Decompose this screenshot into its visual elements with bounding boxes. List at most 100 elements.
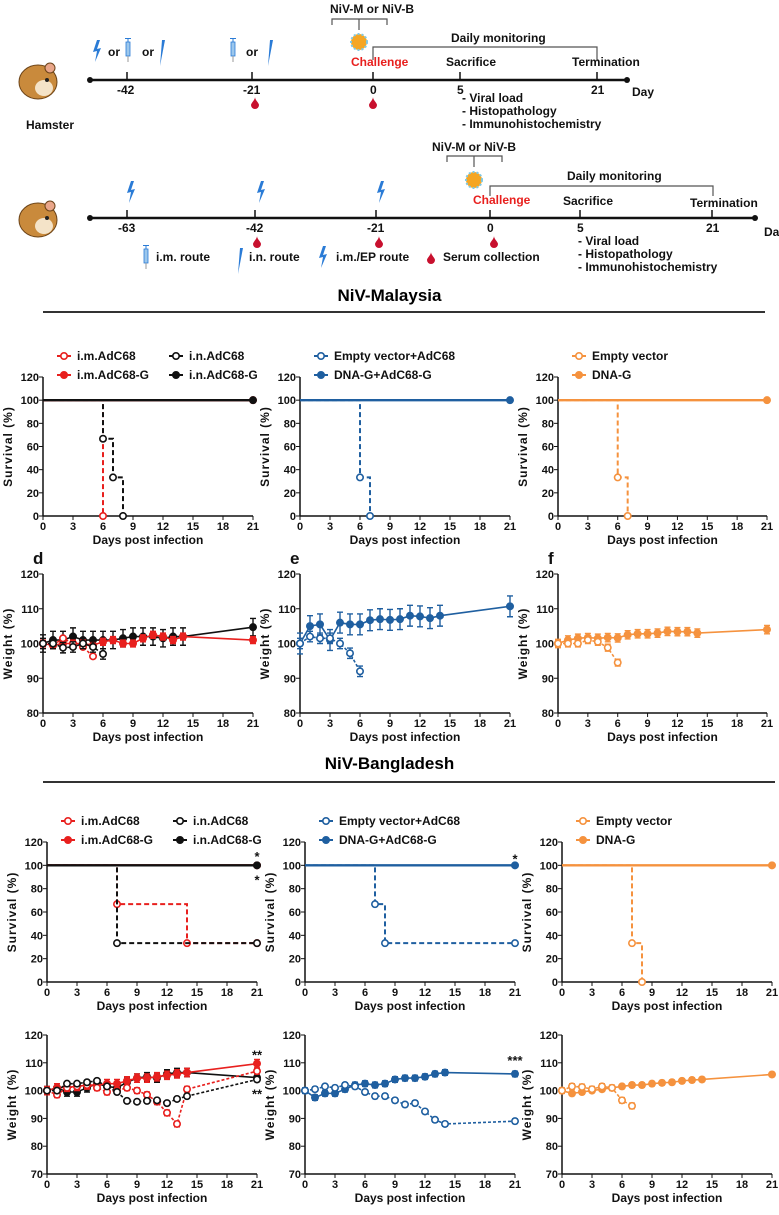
series-3 [42, 1075, 262, 1108]
y-tick-label: 0 [33, 511, 39, 523]
weight-point [440, 1119, 449, 1128]
or-label: or [108, 45, 120, 59]
survival-line [47, 864, 257, 945]
x-tick-label: 9 [649, 1179, 655, 1191]
y-tick-label: 120 [278, 372, 296, 384]
series-DNA-G+AdC68-G [300, 396, 514, 405]
survival-point [99, 434, 108, 443]
x-tick-label: 0 [297, 521, 303, 533]
y-tick-label: 120 [540, 1030, 558, 1042]
x-tick-label: 3 [74, 987, 80, 999]
survival-line [47, 864, 257, 945]
y-axis-label: Survival (%) [5, 872, 19, 953]
day-label: Day [764, 225, 779, 239]
weight-point [623, 630, 632, 639]
x-tick-label: 9 [387, 521, 393, 533]
y-tick-label: 60 [546, 907, 558, 919]
legend-im-route: i.m. route [156, 250, 211, 264]
y-tick-label: 110 [21, 604, 39, 616]
weight-point [73, 1079, 82, 1088]
x-tick-label: 21 [766, 987, 778, 999]
weight-point [617, 1096, 626, 1105]
series-Empty vector+AdC68 [300, 399, 374, 520]
legend-label: Empty vector [596, 814, 672, 828]
weight-line [46, 1071, 258, 1093]
survival-point [119, 511, 128, 520]
tick-label: 21 [706, 221, 720, 235]
legend-marker [321, 816, 330, 825]
weight-point [647, 1079, 656, 1088]
x-tick-label: 0 [559, 1179, 565, 1191]
y-tick-label: 90 [542, 673, 554, 685]
y-tick-label: 20 [546, 954, 558, 966]
weight-point [395, 615, 404, 624]
survival-point [627, 939, 636, 948]
hamster-icon [18, 62, 58, 100]
x-tick-label: 15 [701, 521, 713, 533]
chart-2: 0 20 40 60 80 100 120 0 3 6 9 12 15 18 21 Days post inf… [516, 349, 773, 547]
weight-point [163, 1071, 172, 1080]
y-tick-label: 60 [31, 907, 43, 919]
significance-mark: * [254, 872, 260, 887]
weight-line [42, 633, 254, 647]
x-tick-label: 15 [191, 987, 203, 999]
weight-point [69, 642, 78, 651]
legend-label: i.m.AdC68-G [77, 368, 149, 382]
weight-point [163, 1108, 172, 1117]
x-tick-label: 6 [615, 521, 621, 533]
y-tick-label: 60 [27, 442, 39, 454]
weight-point [123, 1096, 132, 1105]
survival-point [380, 939, 389, 948]
weight-point [99, 637, 108, 646]
chart-4: 80 90 100 110 120 0 3 6 9 12 15 18 21 Days post infec… [258, 549, 516, 744]
y-tick-label: 120 [25, 837, 43, 849]
weight-point [627, 1081, 636, 1090]
weight-point [173, 1094, 182, 1103]
weight-point [573, 639, 582, 648]
x-tick-label: 3 [585, 718, 591, 730]
monitoring-label: Daily monitoring [451, 31, 546, 45]
weight-point [667, 1078, 676, 1087]
x-axis-label: Days post infection [350, 730, 461, 744]
weight-point [553, 639, 562, 648]
survival-point [637, 977, 646, 986]
x-tick-label: 21 [766, 1179, 778, 1191]
weight-point [563, 639, 572, 648]
weight-point [653, 629, 662, 638]
series-i.m.AdC68 [47, 864, 262, 948]
survival-point [510, 939, 519, 948]
weight-point [400, 1074, 409, 1083]
x-tick-label: 6 [619, 987, 625, 999]
series-DNA-G [562, 861, 776, 870]
weight-line [304, 1071, 516, 1099]
x-tick-label: 9 [130, 521, 136, 533]
x-tick-label: 9 [134, 1179, 140, 1191]
x-tick-label: 12 [157, 718, 169, 730]
x-tick-label: 0 [44, 1179, 50, 1191]
series-3 [38, 637, 108, 660]
weight-point [169, 636, 178, 645]
y-axis-label: Weight (%) [516, 608, 530, 680]
virus-icon [350, 33, 483, 189]
y-tick-label: 80 [27, 708, 39, 720]
survival-point [767, 861, 776, 870]
legend-marker [176, 816, 185, 825]
x-tick-label: 0 [40, 718, 46, 730]
legend-label: DNA-G+AdC68-G [339, 833, 437, 847]
series-i.n.AdC68 [47, 864, 262, 948]
x-axis-label: Days post infection [97, 1191, 208, 1205]
x-tick-label: 18 [474, 521, 486, 533]
weight-point [113, 1087, 122, 1096]
legend-marker [316, 370, 325, 379]
weight-point [153, 1072, 162, 1081]
weight-point [58, 643, 67, 652]
weight-point [687, 1076, 696, 1085]
divider [43, 311, 765, 313]
x-tick-label: 3 [70, 521, 76, 533]
weight-point [305, 622, 314, 631]
legend-item: i.m.AdC68 [57, 349, 136, 363]
legend-label: DNA-G+AdC68-G [334, 368, 432, 382]
y-axis-label: Survival (%) [520, 872, 534, 953]
x-tick-label: 3 [327, 718, 333, 730]
